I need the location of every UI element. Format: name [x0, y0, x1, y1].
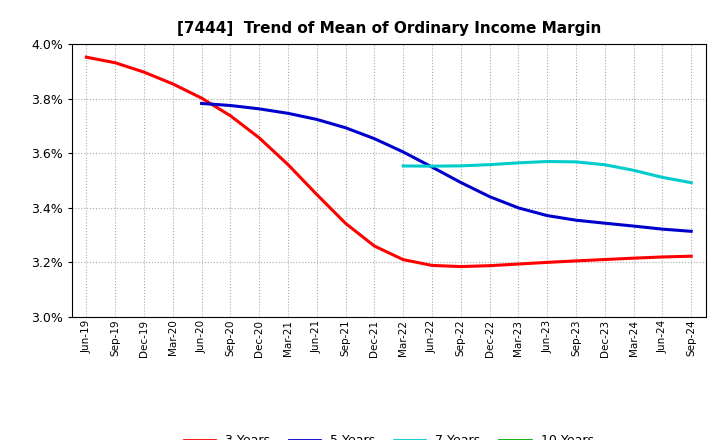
5 Years	[514, 205, 523, 210]
3 Years	[284, 162, 292, 167]
5 Years	[658, 227, 667, 232]
3 Years	[111, 60, 120, 66]
5 Years	[543, 213, 552, 218]
5 Years	[687, 229, 696, 234]
5 Years	[485, 194, 494, 199]
3 Years	[255, 135, 264, 140]
5 Years	[197, 101, 206, 106]
3 Years	[312, 192, 321, 197]
3 Years	[140, 70, 148, 75]
3 Years	[629, 256, 638, 261]
7 Years	[572, 159, 580, 165]
3 Years	[514, 261, 523, 267]
5 Years	[255, 106, 264, 111]
Line: 3 Years: 3 Years	[86, 57, 691, 267]
5 Years	[629, 224, 638, 229]
3 Years	[370, 243, 379, 249]
7 Years	[428, 164, 436, 169]
Line: 7 Years: 7 Years	[403, 161, 691, 183]
5 Years	[428, 165, 436, 170]
5 Years	[226, 103, 235, 108]
3 Years	[543, 260, 552, 265]
3 Years	[197, 95, 206, 101]
3 Years	[485, 263, 494, 268]
7 Years	[600, 162, 609, 167]
3 Years	[341, 221, 350, 226]
7 Years	[658, 175, 667, 180]
3 Years	[572, 258, 580, 264]
3 Years	[658, 254, 667, 260]
5 Years	[399, 149, 408, 154]
3 Years	[456, 264, 465, 269]
5 Years	[341, 125, 350, 130]
Line: 5 Years: 5 Years	[202, 103, 691, 231]
3 Years	[82, 55, 91, 60]
7 Years	[687, 180, 696, 185]
3 Years	[600, 257, 609, 262]
7 Years	[485, 162, 494, 167]
Legend: 3 Years, 5 Years, 7 Years, 10 Years: 3 Years, 5 Years, 7 Years, 10 Years	[179, 429, 598, 440]
5 Years	[572, 217, 580, 223]
7 Years	[514, 160, 523, 165]
7 Years	[629, 168, 638, 173]
3 Years	[226, 113, 235, 118]
3 Years	[399, 257, 408, 262]
3 Years	[168, 81, 177, 87]
3 Years	[687, 253, 696, 259]
5 Years	[600, 220, 609, 226]
5 Years	[284, 111, 292, 116]
7 Years	[543, 159, 552, 164]
Title: [7444]  Trend of Mean of Ordinary Income Margin: [7444] Trend of Mean of Ordinary Income …	[176, 21, 601, 36]
5 Years	[370, 136, 379, 141]
7 Years	[456, 163, 465, 169]
3 Years	[428, 263, 436, 268]
5 Years	[312, 117, 321, 122]
7 Years	[399, 163, 408, 169]
5 Years	[456, 180, 465, 185]
